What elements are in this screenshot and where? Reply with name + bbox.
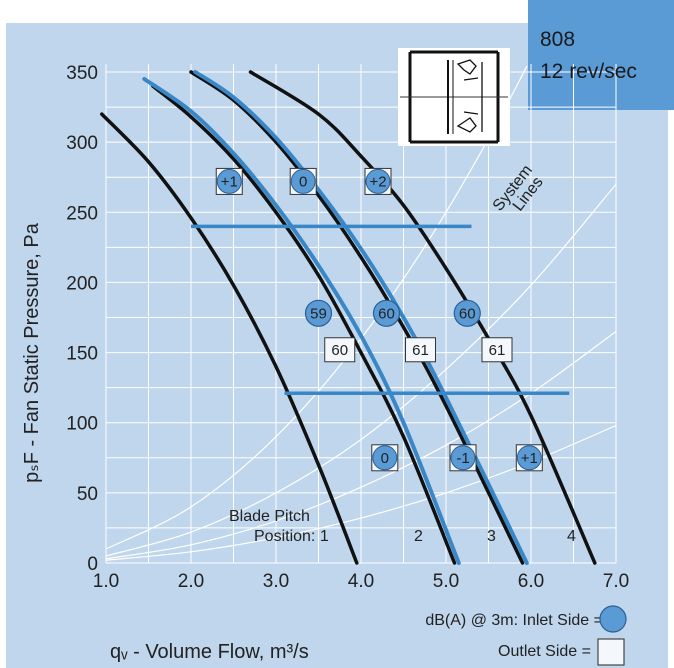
fan-curve-2-blue <box>142 77 461 565</box>
pitch-badge-label: 0 <box>381 450 389 467</box>
pitch-badge-circle <box>372 445 398 471</box>
pitch-badge-circle <box>216 168 242 194</box>
legend-outlet-swatch <box>597 638 625 666</box>
position-3-label: 3 <box>487 528 496 545</box>
fan-curve-2 <box>151 84 457 565</box>
inlet-db-label: 59 <box>310 305 327 322</box>
system-line <box>106 183 616 557</box>
inlet-db-badge <box>372 299 401 327</box>
outlet-db-label: 61 <box>489 342 506 359</box>
x-tick-label: 1.0 <box>93 571 119 592</box>
pitch-badge-label: +2 <box>369 173 386 190</box>
fan-curve-4 <box>248 70 597 565</box>
y-tick-label: 350 <box>66 63 98 84</box>
outlet-db-badge <box>324 337 356 363</box>
position-4-label: 4 <box>567 528 576 545</box>
outlet-db-badge <box>481 337 513 363</box>
inlet-db-badge <box>453 299 481 327</box>
title-box <box>528 0 674 110</box>
pitch-badge-circle <box>365 168 391 194</box>
fan-curve-3-blue <box>193 70 529 565</box>
outlet-db-label: 60 <box>331 342 348 359</box>
grid <box>105 64 617 564</box>
legend-outlet-text: Outlet Side = <box>498 643 591 660</box>
fan-curve-3 <box>189 70 525 565</box>
inlet-db-label: 60 <box>378 305 395 322</box>
pitch-badge-circle <box>290 168 316 194</box>
inlet-db-badge <box>304 299 333 327</box>
legend-inlet-text: dB(A) @ 3m: Inlet Side = <box>425 612 603 629</box>
outlet-db-badge <box>405 337 436 363</box>
y-tick-label: 0 <box>87 554 98 575</box>
pitch-badge-label: +1 <box>521 450 538 467</box>
pitch-badge-circle <box>516 445 542 471</box>
fan-curve-1 <box>100 112 359 565</box>
x-tick-label: 6.0 <box>518 571 544 592</box>
pitch-badge-label: -1 <box>456 450 469 467</box>
x-tick-label: 4.0 <box>348 571 374 592</box>
pitch-badge-label: +1 <box>221 173 238 190</box>
fan-diagram <box>398 48 510 146</box>
y-tick-label: 200 <box>66 273 98 294</box>
pitch-badge-label: 0 <box>299 173 307 190</box>
tick-labels: 1.0 2.0 3.0 4.0 5.0 6.0 7.00501001502002503003… <box>66 63 629 592</box>
title-line-2: 12 rev/sec <box>540 60 637 83</box>
y-tick-label: 300 <box>66 133 98 154</box>
reference-lines <box>191 224 570 396</box>
x-tick-label: 7.0 <box>603 571 629 592</box>
title-line-1: 808 <box>540 28 575 51</box>
fan-curves <box>100 70 597 565</box>
pitch-badge-circle <box>450 445 476 471</box>
y-tick-label: 250 <box>66 203 98 224</box>
x-tick-label: 3.0 <box>263 571 289 592</box>
x-tick-label: 5.0 <box>433 571 459 592</box>
x-tick-label: 2.0 <box>178 571 204 592</box>
legend-inlet-swatch <box>599 605 627 633</box>
outlet-db-label: 61 <box>412 342 429 359</box>
y-axis-title: pₛF - Fan Static Pressure, Pa <box>21 222 43 483</box>
y-tick-label: 50 <box>77 484 98 505</box>
position-1-label: Position: 1 <box>254 528 329 545</box>
y-tick-label: 100 <box>66 414 98 435</box>
blade-pitch-label: Blade Pitch <box>229 508 310 525</box>
inlet-db-label: 60 <box>459 305 476 322</box>
x-axis-title: qᵥ - Volume Flow, m³/s <box>110 641 309 663</box>
value-badges: +1 0 +2 0 -1 +1 59 60 60 60 61 61 <box>215 167 543 472</box>
position-2-label: 2 <box>414 528 423 545</box>
y-tick-label: 150 <box>66 344 98 365</box>
